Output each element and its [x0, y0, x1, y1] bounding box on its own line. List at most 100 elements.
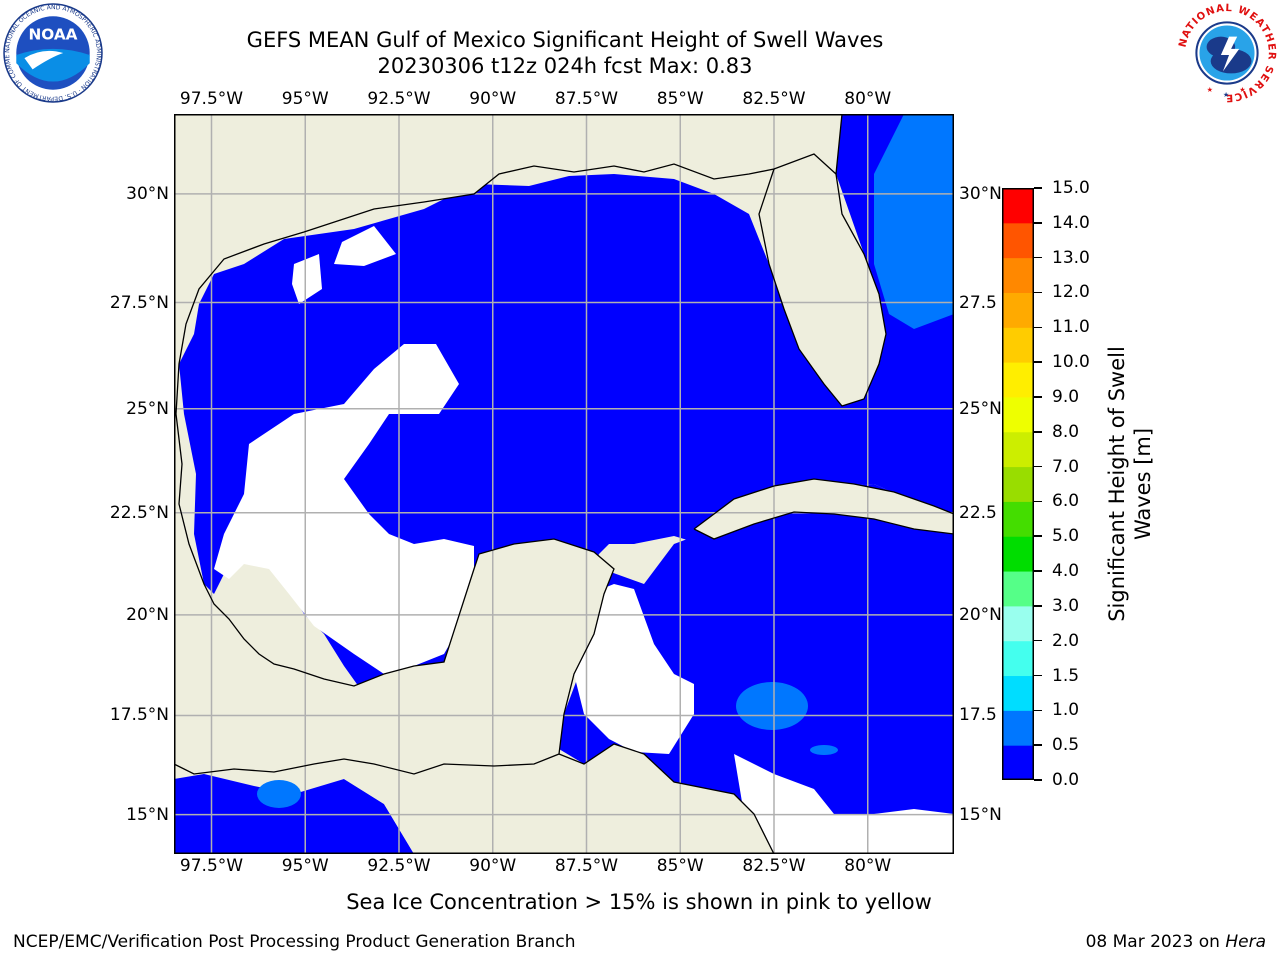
colorbar-label-line1: Significant Height of Swell	[1105, 346, 1129, 622]
florida-land	[749, 154, 886, 406]
chart-subtitle: 20230306 t12z 024h fcst Max: 0.83	[377, 54, 753, 78]
latitude-tick-label: 15°N	[126, 804, 169, 825]
colorbar-bin	[1002, 396, 1034, 433]
florida-coastline	[758, 168, 887, 407]
colorbar-tick-label: 13.0	[1052, 247, 1090, 268]
longitude-tick-label: 92.5°W	[367, 856, 431, 876]
svg-text:★: ★	[1207, 85, 1213, 94]
colorbar-frame	[1002, 188, 1034, 780]
latitude-tick-label: 27.5°N	[109, 292, 169, 313]
run-date-credit: 08 Mar 2023 on Hera	[1086, 932, 1266, 952]
colorbar-bin	[1002, 327, 1034, 363]
colorbar-tick-label: 8.0	[1052, 421, 1080, 442]
colorbar-tick-mark	[1034, 291, 1042, 294]
colorbar-tick-mark	[1034, 709, 1042, 712]
noaa-logo: NATIONAL OCEANIC AND ATMOSPHERIC ADMINIS…	[2, 2, 103, 103]
svg-text:★: ★	[1223, 90, 1229, 99]
longitude-tick-label: 95°W	[281, 89, 329, 109]
colorbar-tick-mark	[1034, 744, 1042, 746]
colorbar-bin	[1002, 605, 1034, 642]
colorbar-bin	[1002, 292, 1034, 328]
colorbar-bin	[1002, 362, 1034, 398]
colorbar-tick-mark	[1034, 222, 1042, 224]
longitude-tick-label: 92.5°W	[367, 89, 431, 109]
latitude-tick-label: 30°N	[959, 183, 1002, 204]
map-frame	[174, 114, 954, 854]
colorbar-tick-label: 9.0	[1052, 386, 1080, 407]
colorbar-tick-mark	[1034, 500, 1042, 503]
colorbar-bin	[1002, 466, 1034, 502]
central-america-land	[344, 744, 774, 854]
latitude-tick-label: 22.5	[959, 502, 997, 523]
caribbean-water-field	[559, 484, 954, 854]
caribbean-swell-small-patch	[810, 745, 838, 755]
colorbar-tick-mark	[1034, 639, 1042, 642]
colorbar-bin	[1002, 501, 1034, 537]
latitude-tick-label: 30°N	[126, 183, 169, 204]
svg-text:★: ★	[1239, 85, 1245, 94]
longitude-tick-label: 82.5°W	[742, 89, 806, 109]
colorbar	[1002, 188, 1034, 780]
longitude-tick-label: 80°W	[844, 89, 892, 109]
caribbean-swell-0.5-1.0m-patch	[736, 682, 808, 730]
colorbar-tick-label: 1.0	[1052, 700, 1080, 721]
atlantic-swell-0.5-1.0m-patch	[874, 114, 954, 329]
colorbar-bin	[1002, 571, 1034, 607]
latitude-tick-label: 17.5°N	[109, 705, 169, 726]
colorbar-bin	[1002, 640, 1034, 677]
colorbar-bin	[1002, 536, 1034, 572]
latitude-tick-label: 25°N	[959, 398, 1002, 419]
colorbar-tick-mark	[1034, 674, 1042, 677]
central-america-coastline	[558, 743, 775, 854]
longitude-tick-label: 87.5°W	[554, 856, 619, 876]
colorbar-tick-label: 12.0	[1052, 282, 1090, 303]
longitude-tick-label: 85°W	[656, 856, 704, 876]
colorbar-tick-mark	[1034, 605, 1042, 607]
cuba-land	[694, 479, 954, 539]
latitude-tick-label: 20°N	[959, 604, 1002, 625]
colorbar-bin	[1002, 222, 1034, 259]
colorbar-tick-label: 5.0	[1052, 526, 1080, 547]
colorbar-bin	[1002, 675, 1034, 711]
west-gulf-nodata-region	[214, 344, 474, 674]
nw-gulf-nodata-patch	[292, 254, 322, 304]
colorbar-label-line2: Waves [m]	[1131, 427, 1155, 541]
longitude-tick-label: 90°W	[469, 89, 517, 109]
latitude-tick-label: 17.5	[959, 705, 997, 726]
colorbar-tick-mark	[1034, 361, 1042, 363]
colorbar-tick-label: 4.0	[1052, 561, 1080, 582]
mexico-yucatan-land	[174, 114, 842, 774]
colorbar-tick-label: 15.0	[1052, 178, 1090, 198]
colorbar-tick-mark	[1034, 256, 1042, 259]
host-name: Hera	[1225, 932, 1266, 952]
longitude-tick-label: 85°W	[656, 89, 704, 109]
colorbar-tick-mark	[1034, 431, 1042, 433]
colorbar-tick-label: 1.5	[1052, 665, 1080, 686]
colorbar-tick-mark	[1034, 187, 1042, 189]
south-caribbean-nodata-region	[734, 754, 954, 854]
colorbar-bin	[1002, 257, 1034, 293]
swell-height-map	[174, 114, 954, 854]
north-gulf-nodata-patch	[334, 226, 396, 266]
run-date: 08 Mar 2023 on	[1085, 932, 1226, 952]
colorbar-tick-label: 0.5	[1052, 735, 1080, 756]
nws-logo: NATIONAL WEATHER SERVICE ★ ★ ★	[1177, 3, 1276, 103]
latitude-tick-label: 15°N	[959, 804, 1002, 825]
producer-credit: NCEP/EMC/Verification Post Processing Pr…	[13, 932, 576, 952]
colorbar-tick-mark	[1034, 465, 1042, 468]
colorbar-tick-label: 11.0	[1052, 317, 1090, 338]
colorbar-tick-label: 6.0	[1052, 491, 1080, 512]
longitude-tick-label: 97.5°W	[179, 856, 244, 876]
colorbar-tick-mark	[1034, 535, 1042, 537]
colorbar-bin	[1002, 710, 1034, 746]
colorbar-tick-label: 7.0	[1052, 456, 1080, 477]
latitude-tick-label: 27.5	[959, 292, 997, 313]
latitude-tick-label: 22.5°N	[109, 502, 169, 523]
noaa-wordmark: NOAA	[28, 26, 77, 44]
colorbar-tick-label: 10.0	[1052, 352, 1090, 373]
latitude-tick-label: 25°N	[126, 398, 169, 419]
colorbar-tick-label: 2.0	[1052, 630, 1080, 651]
colorbar-tick-label: 14.0	[1052, 212, 1090, 233]
longitude-tick-label: 82.5°W	[742, 856, 806, 876]
longitude-tick-label: 87.5°W	[554, 89, 619, 109]
